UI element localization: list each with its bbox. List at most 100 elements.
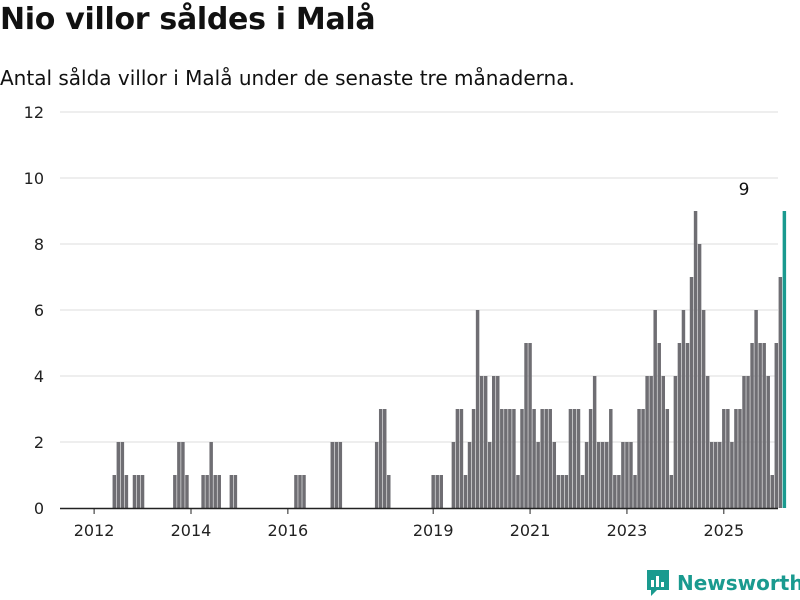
bar bbox=[516, 475, 520, 508]
bar bbox=[722, 409, 726, 508]
bar bbox=[116, 442, 121, 508]
bar bbox=[378, 409, 383, 508]
bar bbox=[298, 475, 302, 508]
bar bbox=[201, 475, 205, 508]
bar bbox=[548, 409, 552, 508]
bar bbox=[124, 475, 129, 508]
bar bbox=[718, 442, 722, 508]
bar bbox=[621, 442, 625, 508]
y-tick-label: 2 bbox=[34, 433, 44, 452]
bar bbox=[709, 442, 714, 508]
bar bbox=[693, 211, 698, 508]
bar bbox=[544, 409, 548, 508]
bar bbox=[560, 475, 565, 508]
x-tick-label: 2023 bbox=[607, 521, 648, 540]
bar bbox=[500, 409, 504, 508]
bar bbox=[677, 343, 682, 508]
bar bbox=[205, 475, 209, 508]
bar bbox=[697, 244, 702, 508]
bar bbox=[774, 343, 779, 508]
bar bbox=[387, 475, 391, 508]
bar bbox=[714, 442, 718, 508]
bar bbox=[496, 376, 500, 508]
bar bbox=[657, 343, 661, 508]
bar bbox=[140, 475, 145, 508]
bar bbox=[217, 475, 221, 508]
x-tick-label: 2019 bbox=[413, 521, 454, 540]
x-tick-label: 2021 bbox=[510, 521, 551, 540]
bar bbox=[431, 475, 435, 508]
bar bbox=[524, 343, 528, 508]
bar bbox=[556, 475, 561, 508]
x-tick-label: 2016 bbox=[268, 521, 309, 540]
bar bbox=[564, 475, 569, 508]
x-axis bbox=[60, 507, 778, 514]
bar bbox=[136, 475, 141, 508]
bar bbox=[528, 343, 532, 508]
data-label-latest: 9 bbox=[739, 180, 750, 200]
bar bbox=[112, 475, 117, 508]
bar bbox=[294, 475, 298, 508]
bar bbox=[463, 475, 468, 508]
bar bbox=[459, 409, 464, 508]
bars bbox=[112, 211, 787, 508]
y-tick-label: 4 bbox=[34, 367, 44, 386]
bar bbox=[479, 376, 484, 508]
bar bbox=[512, 409, 516, 508]
bar bbox=[439, 475, 443, 508]
bar bbox=[600, 442, 605, 508]
bar bbox=[338, 442, 343, 508]
bar bbox=[540, 409, 544, 508]
chart-title: Nio villor såldes i Malå bbox=[0, 2, 376, 37]
bar bbox=[568, 409, 573, 508]
brand-logo[interactable]: Newsworthy bbox=[645, 568, 800, 598]
bar bbox=[120, 442, 125, 508]
bar bbox=[653, 310, 657, 508]
bar bbox=[689, 277, 694, 508]
bar bbox=[383, 409, 387, 508]
bar bbox=[766, 376, 770, 508]
bar bbox=[625, 442, 629, 508]
bar bbox=[609, 409, 613, 508]
bar bbox=[770, 475, 774, 508]
bar bbox=[181, 442, 185, 508]
bar bbox=[705, 376, 710, 508]
bar bbox=[504, 409, 508, 508]
bar bbox=[681, 310, 686, 508]
bar bbox=[185, 475, 189, 508]
bar bbox=[734, 409, 738, 508]
bar bbox=[487, 442, 492, 508]
bar bbox=[701, 310, 706, 508]
bar bbox=[588, 409, 593, 508]
x-tick-label: 2025 bbox=[703, 521, 744, 540]
bar bbox=[508, 409, 512, 508]
bar bbox=[435, 475, 439, 508]
x-tick-label: 2014 bbox=[171, 521, 212, 540]
bar bbox=[471, 409, 476, 508]
y-tick-label: 10 bbox=[24, 169, 44, 188]
brand-name: Newsworthy bbox=[677, 571, 800, 595]
bar bbox=[645, 376, 649, 508]
bar bbox=[451, 442, 456, 508]
bar bbox=[637, 409, 641, 508]
bar bbox=[491, 376, 496, 508]
bar bbox=[576, 409, 581, 508]
bar bbox=[596, 442, 601, 508]
bar bbox=[475, 310, 480, 508]
bar bbox=[536, 442, 540, 508]
bar bbox=[177, 442, 181, 508]
bar bbox=[673, 376, 678, 508]
bar bbox=[605, 442, 609, 508]
bar bbox=[617, 475, 621, 508]
bar bbox=[665, 409, 670, 508]
bar bbox=[132, 475, 137, 508]
bar bbox=[633, 475, 637, 508]
bar bbox=[746, 376, 750, 508]
newsworthy-logo-icon bbox=[647, 570, 669, 596]
bar bbox=[669, 475, 674, 508]
bar bbox=[742, 376, 746, 508]
bar bbox=[229, 475, 234, 508]
bar bbox=[613, 475, 617, 508]
bar bbox=[374, 442, 379, 508]
